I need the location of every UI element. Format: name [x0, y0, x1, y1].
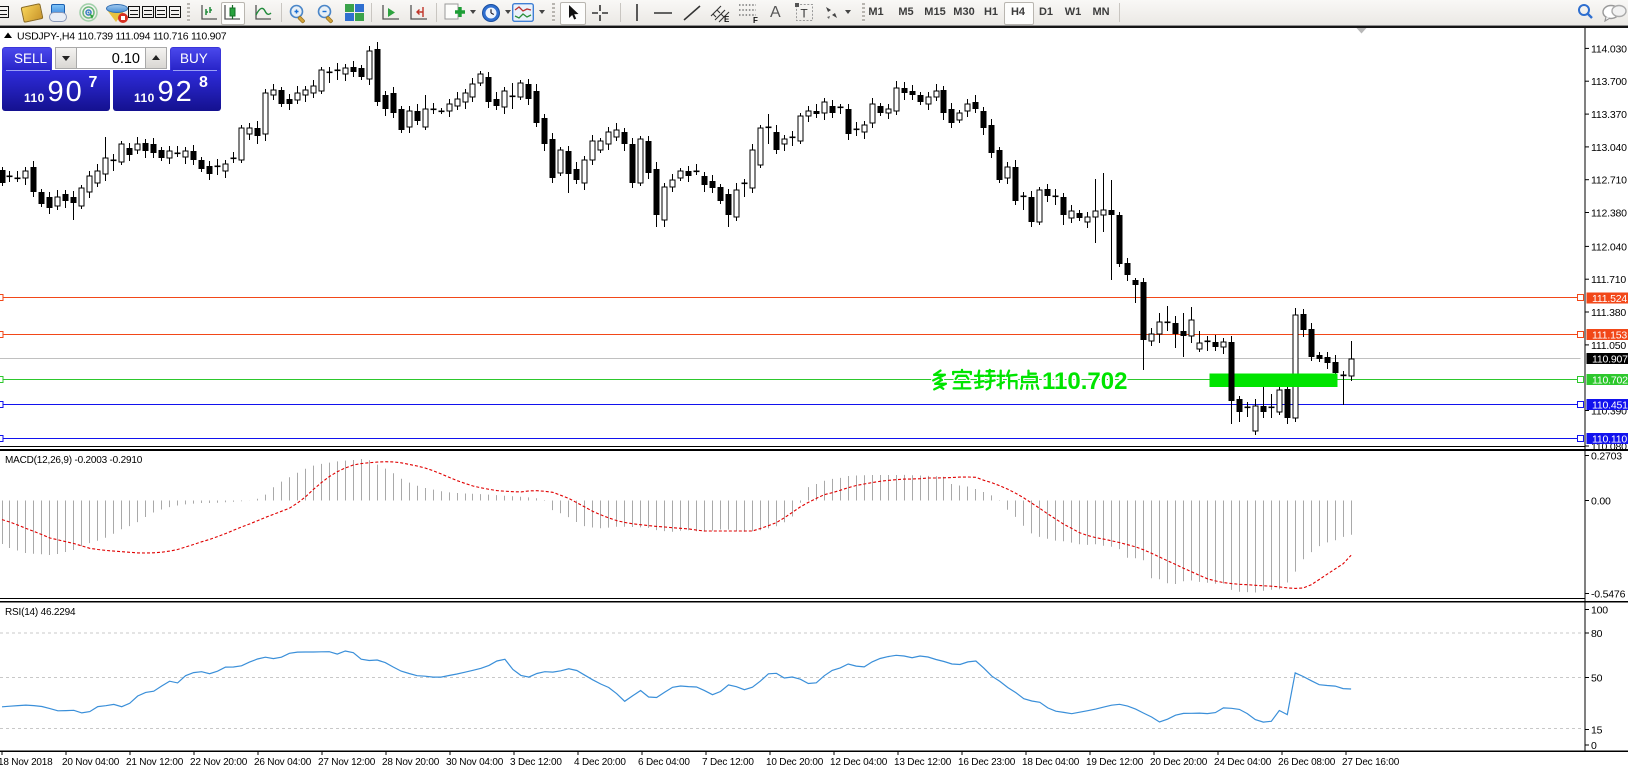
svg-text:MACD(12,26,9) -0.2003 -0.2910: MACD(12,26,9) -0.2003 -0.2910: [5, 455, 143, 466]
svg-text:113.040: 113.040: [1591, 142, 1627, 154]
svg-text:110.110: 110.110: [1592, 434, 1627, 446]
svg-text:80: 80: [1591, 628, 1603, 640]
svg-text:18 Dec 04:00: 18 Dec 04:00: [1022, 757, 1080, 768]
svg-text:111.153: 111.153: [1592, 330, 1627, 342]
svg-text:111.380: 111.380: [1591, 307, 1626, 319]
svg-text:T: T: [800, 7, 808, 21]
svg-text:24 Dec 04:00: 24 Dec 04:00: [1214, 757, 1272, 768]
svg-text:21 Nov 12:00: 21 Nov 12:00: [126, 757, 184, 768]
svg-text:27 Dec 16:00: 27 Dec 16:00: [1342, 757, 1400, 768]
svg-text:110.702: 110.702: [1042, 368, 1127, 395]
svg-text:113.700: 113.700: [1591, 76, 1627, 88]
svg-text:111.050: 111.050: [1591, 340, 1626, 352]
svg-text:30 Nov 04:00: 30 Nov 04:00: [446, 757, 504, 768]
svg-text:16 Dec 23:00: 16 Dec 23:00: [958, 757, 1016, 768]
svg-text:27 Nov 12:00: 27 Nov 12:00: [318, 757, 376, 768]
svg-text:28 Nov 20:00: 28 Nov 20:00: [382, 757, 440, 768]
svg-text:4 Dec 20:00: 4 Dec 20:00: [574, 757, 626, 768]
svg-text:12 Dec 04:00: 12 Dec 04:00: [830, 757, 888, 768]
svg-text:3 Dec 12:00: 3 Dec 12:00: [510, 757, 562, 768]
svg-text:10 Dec 20:00: 10 Dec 20:00: [766, 757, 824, 768]
svg-text:112.710: 112.710: [1591, 175, 1627, 187]
svg-text:19 Dec 12:00: 19 Dec 12:00: [1086, 757, 1144, 768]
svg-text:110.907: 110.907: [1592, 354, 1628, 366]
svg-text:E: E: [724, 15, 730, 24]
svg-text:15: 15: [1591, 725, 1603, 737]
svg-text:13 Dec 12:00: 13 Dec 12:00: [894, 757, 952, 768]
svg-text:50: 50: [1591, 673, 1603, 685]
svg-text:0.00: 0.00: [1591, 496, 1611, 508]
svg-text:F: F: [753, 16, 758, 24]
svg-text:USDJPY-,H4 110.739 111.094 11: USDJPY-,H4 110.739 111.094 110.716 110.9…: [17, 31, 227, 43]
svg-text:111.524: 111.524: [1592, 293, 1627, 305]
svg-text:114.030: 114.030: [1591, 43, 1627, 55]
svg-text:RSI(14) 46.2294: RSI(14) 46.2294: [5, 607, 76, 618]
svg-text:7 Dec 12:00: 7 Dec 12:00: [702, 757, 754, 768]
svg-text:111.710: 111.710: [1591, 274, 1626, 286]
svg-text:110.451: 110.451: [1592, 400, 1628, 412]
svg-text:20 Dec 20:00: 20 Dec 20:00: [1150, 757, 1208, 768]
svg-text:112.040: 112.040: [1591, 241, 1627, 253]
svg-text:20 Nov 04:00: 20 Nov 04:00: [62, 757, 120, 768]
svg-text:110.702: 110.702: [1592, 375, 1628, 387]
svg-text:112.380: 112.380: [1591, 208, 1627, 220]
svg-text:113.370: 113.370: [1591, 109, 1627, 121]
svg-text:100: 100: [1591, 605, 1608, 617]
svg-text:26 Nov 04:00: 26 Nov 04:00: [254, 757, 312, 768]
svg-text:-0.5476: -0.5476: [1591, 589, 1626, 601]
svg-text:22 Nov 20:00: 22 Nov 20:00: [190, 757, 248, 768]
svg-text:0: 0: [1591, 740, 1597, 752]
svg-text:6 Dec 04:00: 6 Dec 04:00: [638, 757, 690, 768]
svg-text:0.2703: 0.2703: [1591, 451, 1622, 463]
svg-text:18 Nov 2018: 18 Nov 2018: [0, 757, 53, 768]
svg-text:26 Dec 08:00: 26 Dec 08:00: [1278, 757, 1336, 768]
